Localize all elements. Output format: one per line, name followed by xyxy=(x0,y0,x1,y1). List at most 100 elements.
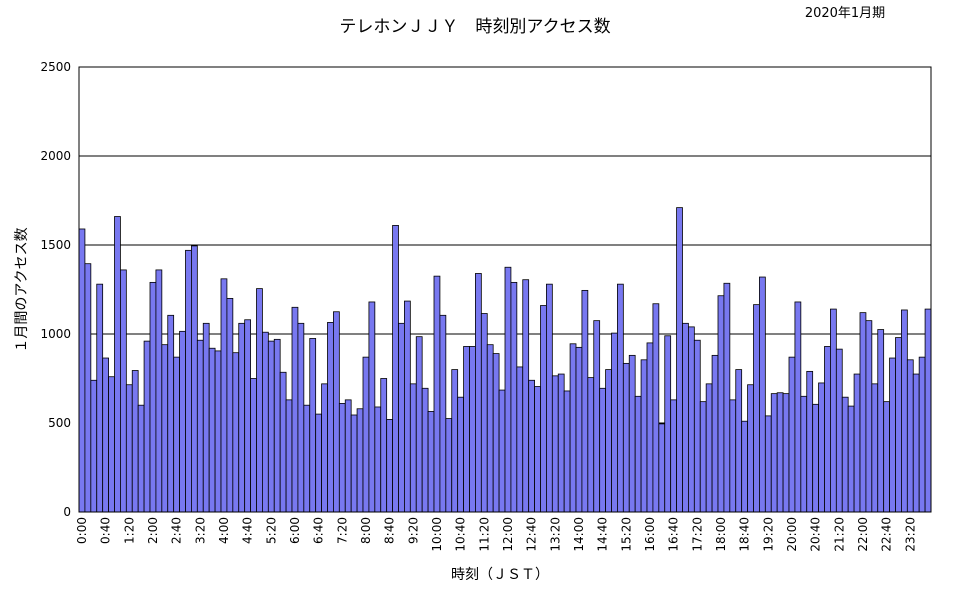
bar xyxy=(676,207,683,513)
bar xyxy=(782,393,790,513)
bar xyxy=(439,314,447,513)
bar xyxy=(918,356,926,513)
bar xyxy=(279,371,287,513)
bar xyxy=(427,411,435,513)
bar xyxy=(143,340,151,513)
bar xyxy=(551,375,559,513)
x-tick-label: 9:20 xyxy=(406,517,420,544)
bar xyxy=(723,282,731,513)
bar xyxy=(617,283,624,513)
bar xyxy=(682,322,689,513)
bar xyxy=(776,392,784,513)
bar xyxy=(806,370,814,513)
bar xyxy=(120,269,127,513)
bar xyxy=(788,356,796,513)
bar xyxy=(338,403,346,513)
bar xyxy=(770,393,778,513)
bar xyxy=(859,312,867,513)
bar xyxy=(688,326,695,513)
bar xyxy=(78,228,86,513)
x-tick-label: 0:00 xyxy=(75,517,89,544)
bar xyxy=(735,369,743,513)
bar xyxy=(622,362,630,513)
bar xyxy=(433,275,441,513)
bar xyxy=(167,314,175,513)
x-tick-label: 23:20 xyxy=(903,517,917,552)
bar xyxy=(149,281,157,513)
x-tick-label: 21:20 xyxy=(832,517,846,552)
bar xyxy=(475,273,482,513)
bar xyxy=(108,376,115,513)
bar xyxy=(847,405,855,513)
x-tick-label: 16:40 xyxy=(667,517,681,552)
bar xyxy=(451,369,459,513)
x-tick-label: 19:20 xyxy=(761,517,775,552)
bar xyxy=(196,339,204,513)
bar xyxy=(238,322,246,513)
bar xyxy=(96,283,104,513)
bar xyxy=(528,379,535,513)
bar xyxy=(492,353,500,513)
bar xyxy=(297,322,305,513)
bar xyxy=(670,399,677,513)
bar xyxy=(895,337,902,513)
bar xyxy=(812,403,819,513)
bar xyxy=(333,311,340,513)
bar xyxy=(747,384,754,513)
bar xyxy=(480,313,488,513)
x-tick-label: 18:40 xyxy=(738,517,752,552)
bar xyxy=(208,347,216,513)
bar xyxy=(504,266,512,513)
bar xyxy=(534,386,541,513)
x-tick-label: 22:40 xyxy=(880,517,894,552)
bar xyxy=(244,319,251,513)
x-tick-label: 20:00 xyxy=(785,517,799,552)
plot-frame xyxy=(78,66,932,513)
y-tick-label: 1500 xyxy=(40,238,71,252)
bar xyxy=(794,301,802,513)
bar xyxy=(137,404,145,513)
bar xyxy=(711,354,719,513)
bar xyxy=(161,344,169,513)
bar xyxy=(853,373,861,513)
bar xyxy=(611,332,618,513)
bar xyxy=(191,245,198,513)
bar xyxy=(486,344,494,513)
x-tick-label: 8:40 xyxy=(383,517,397,544)
bar xyxy=(125,384,133,513)
x-tick-label: 4:00 xyxy=(217,517,231,544)
bar xyxy=(327,322,334,513)
bar xyxy=(256,288,263,513)
bar xyxy=(753,304,760,513)
bar xyxy=(350,414,358,513)
bar xyxy=(155,269,163,513)
bar xyxy=(202,322,210,513)
bar xyxy=(250,378,257,513)
bar xyxy=(824,346,831,513)
x-tick-label: 12:00 xyxy=(501,517,515,552)
bar xyxy=(634,395,642,513)
bar xyxy=(356,408,364,513)
bar xyxy=(569,343,577,513)
bar xyxy=(912,373,920,513)
bar xyxy=(741,420,748,513)
bar xyxy=(906,359,914,513)
period-label: 2020年1月期 xyxy=(805,6,885,21)
x-tick-label: 20:40 xyxy=(809,517,823,552)
bar xyxy=(309,338,317,513)
x-tick-label: 4:40 xyxy=(241,517,255,544)
bar xyxy=(445,418,453,513)
x-tick-label: 13:20 xyxy=(548,517,562,552)
y-tick-label: 500 xyxy=(48,416,71,430)
bar xyxy=(640,359,648,513)
bar xyxy=(421,387,429,513)
bar xyxy=(658,423,666,513)
bar xyxy=(386,419,393,513)
bar xyxy=(285,399,293,513)
x-tick-label: 5:20 xyxy=(264,517,278,544)
bar xyxy=(924,308,932,513)
bar xyxy=(522,279,530,513)
bar xyxy=(84,263,92,513)
bar xyxy=(415,336,423,513)
y-tick-label: 1000 xyxy=(40,327,71,341)
